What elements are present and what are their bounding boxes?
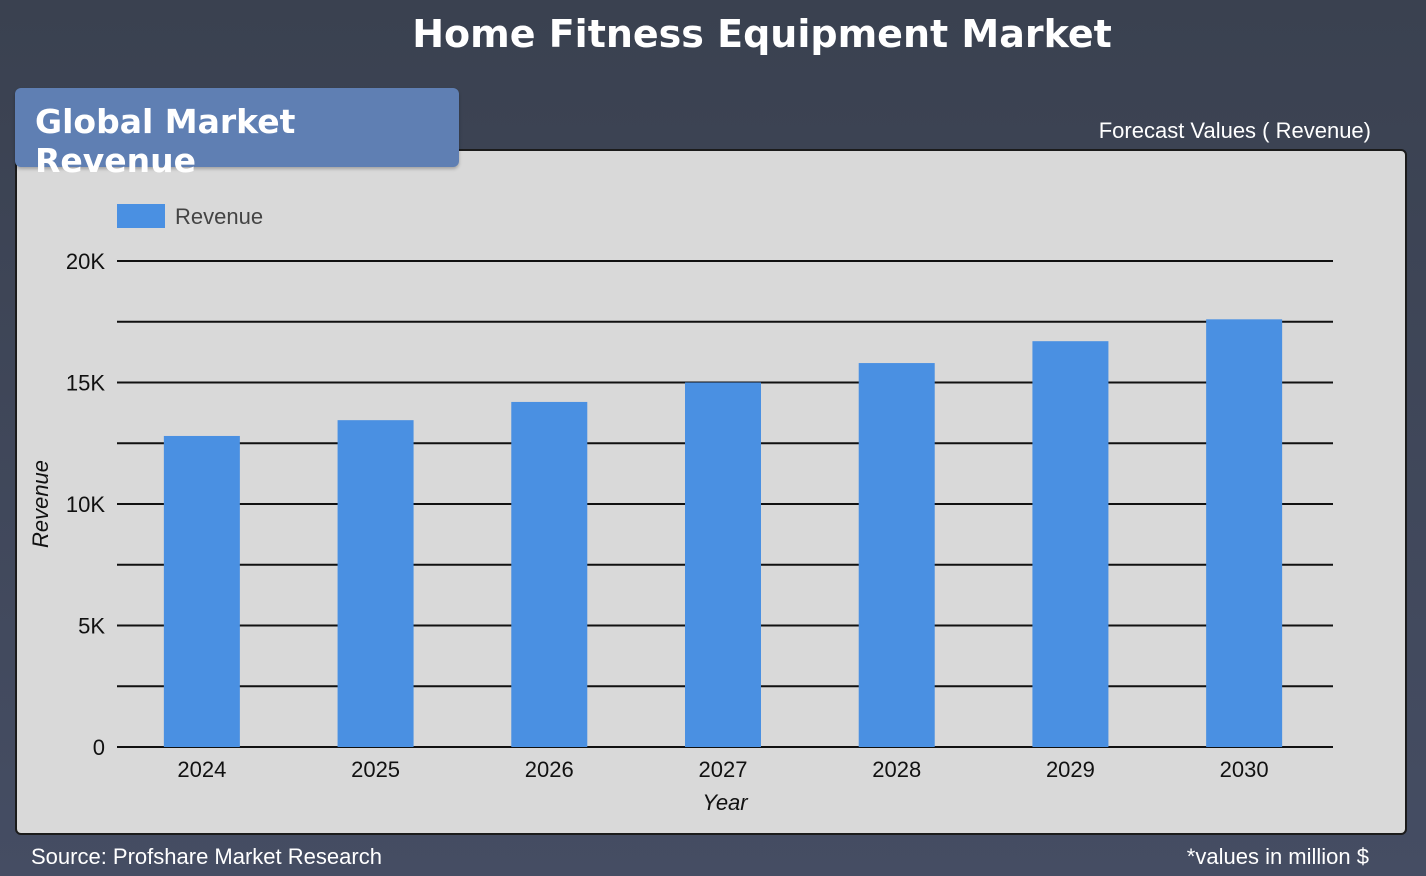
forecast-label: Forecast Values ( Revenue) <box>1098 118 1371 143</box>
x-tick-label: 2026 <box>525 757 574 782</box>
x-tick-label: 2030 <box>1220 757 1269 782</box>
y-tick-label: 10K <box>66 492 105 517</box>
y-axis-title: Revenue <box>28 460 53 548</box>
x-axis-title: Year <box>702 790 749 815</box>
legend-swatch <box>117 204 165 228</box>
bar <box>858 363 935 747</box>
x-tick-label: 2024 <box>177 757 226 782</box>
bar <box>685 382 761 747</box>
bar <box>1206 319 1283 747</box>
section-tab: Global Market Revenue <box>15 88 459 180</box>
bar <box>1032 341 1109 747</box>
y-tick-label: 5K <box>78 614 105 639</box>
section-tab-label: Global Market Revenue <box>35 102 296 180</box>
y-tick-label: 0 <box>93 735 105 760</box>
y-tick-label: 20K <box>66 249 105 274</box>
x-tick-label: 2025 <box>351 757 400 782</box>
bar <box>163 435 240 747</box>
source-note: Source: Profshare Market Research <box>31 844 382 869</box>
x-tick-label: 2027 <box>699 757 748 782</box>
x-tick-label: 2029 <box>1046 757 1095 782</box>
x-tick-label: 2028 <box>872 757 921 782</box>
bar <box>337 420 414 747</box>
title-wrap: Home Fitness Equipment Market <box>0 12 1426 56</box>
bar <box>511 401 588 747</box>
y-tick-label: 15K <box>66 371 105 396</box>
page-title: Home Fitness Equipment Market <box>412 12 1112 56</box>
units-note: *values in million $ <box>1186 844 1369 869</box>
legend-label: Revenue <box>175 204 263 229</box>
